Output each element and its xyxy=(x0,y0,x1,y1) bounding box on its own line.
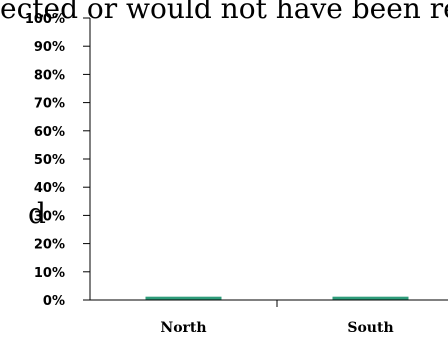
x-category-label: South xyxy=(347,320,393,336)
y-tick-label: 0% xyxy=(43,294,65,309)
y-tick-label: 80% xyxy=(34,68,65,83)
bars-group xyxy=(145,296,409,300)
bar-south xyxy=(332,296,409,300)
y-tick-label: 30% xyxy=(34,209,65,224)
y-tick-label: 100% xyxy=(25,12,65,27)
bar-north xyxy=(145,296,222,300)
x-category-label: North xyxy=(160,320,206,336)
x-axis-labels: North South xyxy=(160,320,393,336)
y-tick-label: 70% xyxy=(34,97,65,112)
background-text-fragment: d xyxy=(28,197,46,230)
y-axis-ticks: 0% 10% 20% 30% 40% 50% 60% 70% 80% 90% 100% xyxy=(25,12,90,309)
y-tick-label: 60% xyxy=(34,125,65,140)
y-tick-label: 50% xyxy=(34,153,65,168)
y-tick-label: 20% xyxy=(34,238,65,253)
background-text-top: ected or would not have been reject xyxy=(0,0,448,25)
y-tick-label: 90% xyxy=(34,40,65,55)
y-tick-label: 10% xyxy=(34,266,65,281)
y-tick-label: 40% xyxy=(34,181,65,196)
